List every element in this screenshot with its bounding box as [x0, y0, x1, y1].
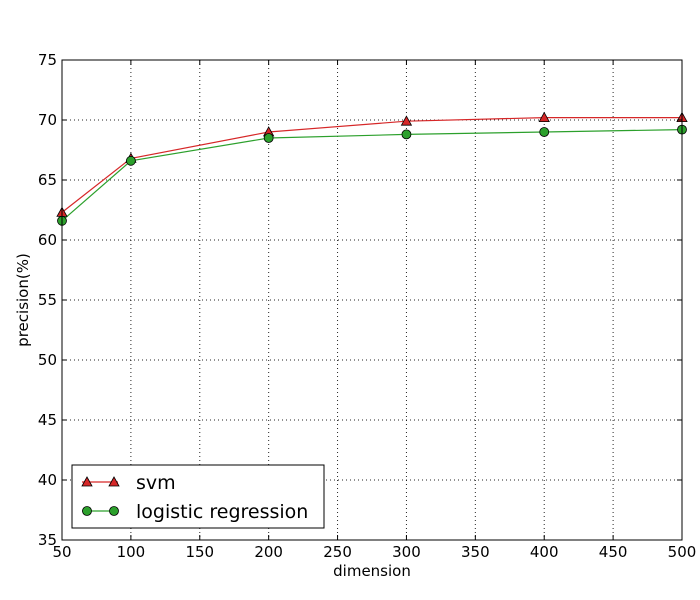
legend-label-logistic-regression: logistic regression	[136, 501, 308, 523]
y-tick-label: 40	[38, 471, 57, 489]
data-point-logistic-regression	[539, 127, 550, 137]
data-point-logistic-regression	[401, 129, 412, 140]
x-tick-label: 450	[599, 543, 628, 561]
x-tick-label: 50	[52, 543, 71, 561]
y-tick-label: 35	[38, 531, 57, 549]
series-lines	[61, 116, 683, 222]
legend-marker-svm	[81, 476, 93, 487]
legend-label-svm: svm	[136, 472, 176, 494]
data-point-logistic-regression	[125, 155, 136, 166]
x-tick-label: 250	[323, 543, 352, 561]
data-point-logistic-regression	[263, 133, 274, 143]
series-markers	[56, 111, 688, 226]
legend-marker-logistic-regression	[82, 506, 92, 516]
y-axis-label: precision(%)	[14, 253, 32, 347]
x-tick-label: 500	[668, 543, 697, 561]
y-tick-label: 45	[38, 411, 57, 429]
series-line-svm	[61, 116, 682, 213]
axis-ticks: 50 100 150 200 250 300 350 400 450 500 35 40 45 50 55 6…	[38, 51, 696, 561]
legend-box	[71, 464, 325, 529]
data-point-svm	[400, 115, 413, 126]
legend-marker-logistic-regression	[109, 506, 119, 516]
y-tick-label: 65	[38, 171, 57, 189]
y-tick-label: 55	[38, 291, 57, 309]
x-tick-label: 300	[392, 543, 421, 561]
x-tick-label: 350	[461, 543, 490, 561]
x-tick-label: 400	[530, 543, 559, 561]
legend-marker-svm	[108, 476, 120, 487]
series-line-logistic-regression	[61, 129, 683, 222]
y-tick-label: 60	[38, 231, 57, 249]
x-tick-label: 150	[185, 543, 214, 561]
y-tick-label: 70	[38, 111, 57, 129]
legend: svm logistic regression	[71, 464, 325, 529]
x-axis-label: dimension	[333, 562, 411, 580]
x-tick-label: 100	[117, 543, 146, 561]
y-tick-label: 50	[38, 351, 57, 369]
x-tick-label: 200	[254, 543, 283, 561]
y-tick-label: 75	[38, 51, 57, 69]
data-point-svm	[538, 111, 550, 122]
